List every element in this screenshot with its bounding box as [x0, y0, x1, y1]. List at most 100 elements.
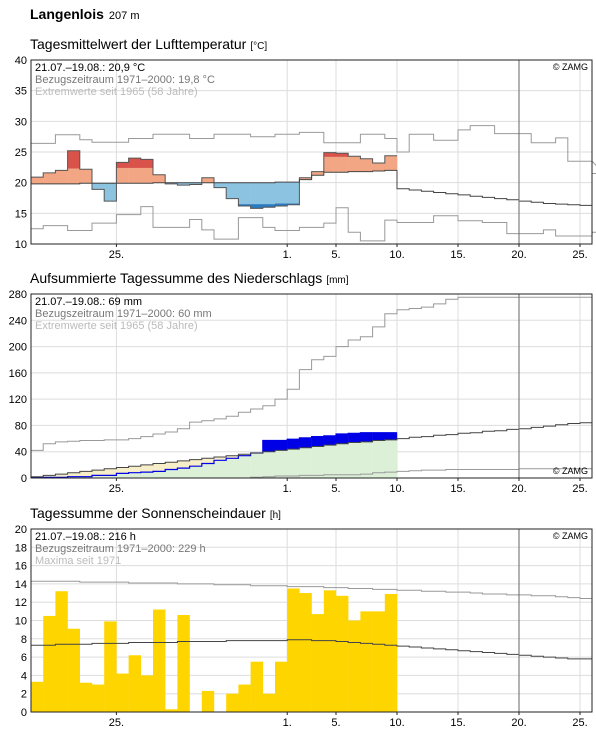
temp-anomaly-cool-bar	[287, 182, 300, 204]
x-tick-label: 25.	[572, 249, 587, 261]
precip-deficit-bar	[177, 460, 190, 469]
precip-fill-bar	[238, 455, 251, 478]
precip-fill-bar	[214, 460, 227, 478]
precip-deficit-bar	[116, 467, 129, 474]
temp-anomaly-hot-bar	[323, 152, 337, 157]
y-tick-label: 8	[21, 634, 27, 646]
precip-surplus-bar	[262, 440, 276, 452]
sunshine-bar	[43, 615, 56, 712]
precip-deficit-bar	[201, 458, 215, 464]
sunshine-bar	[299, 593, 312, 712]
y-tick-label: 10	[15, 616, 27, 628]
temp-anomaly-cool-bar	[275, 182, 288, 204]
sunshine-bar	[55, 591, 68, 712]
plot-frame	[30, 59, 593, 245]
x-tick-label: 20.	[511, 249, 526, 261]
precip-fill-bar	[79, 476, 93, 478]
y-tick-label: 280	[9, 289, 27, 301]
x-tick-label: 25.	[109, 483, 124, 495]
precip-surplus-bar	[287, 439, 300, 450]
temp-anomaly-warm-bar	[336, 156, 349, 173]
y-tick-label: 14	[15, 579, 27, 591]
info-line-1: 21.07.–19.08.: 216 h	[35, 531, 136, 543]
temp-anomaly-cold-bar	[238, 204, 251, 206]
precip-fill-bar	[153, 471, 166, 478]
sunshine-bar	[250, 661, 263, 712]
x-tick-label: 1.	[283, 483, 292, 495]
chart-unit: [°C]	[250, 41, 267, 52]
y-tick-label: 200	[9, 342, 27, 354]
precip-surplus-bar	[348, 433, 361, 443]
x-tick-label: 25.	[109, 249, 124, 261]
y-tick-label: 20	[15, 524, 27, 536]
precip-fill-bar	[348, 442, 361, 478]
y-tick-label: 4	[21, 670, 27, 682]
y-tick-label: 30	[15, 116, 27, 128]
precip-fill-bar	[287, 449, 300, 478]
temp-anomaly-cool-bar	[189, 182, 202, 185]
temp-anomaly-hot-bar	[140, 159, 154, 168]
precip-fill-bar	[372, 440, 385, 478]
precip-surplus-bar	[336, 433, 349, 444]
temp-anomaly-warm-bar	[43, 172, 56, 184]
precip-deficit-bar	[128, 466, 141, 473]
info-line-2: Bezugszeitraum 1971–2000: 229 h	[35, 543, 206, 555]
chart-title-text: Tagessumme der Sonnenscheindauer	[30, 505, 266, 521]
temp-anomaly-cool-bar	[262, 182, 276, 205]
y-tick-label: 35	[15, 86, 27, 98]
x-tick-label: 5.	[331, 249, 340, 261]
precip-deficit-bar	[226, 455, 239, 459]
temp-anomaly-warm-bar	[360, 158, 373, 172]
precip-fill-bar	[104, 475, 117, 478]
x-tick-label: 10.	[389, 249, 404, 261]
temp-anomaly-warm-bar	[201, 177, 215, 183]
precip-surplus-bar	[275, 440, 288, 451]
sunshine-bar	[262, 693, 276, 712]
sunshine-bar	[177, 615, 190, 712]
x-tick-label: 15.	[450, 717, 465, 729]
sunshine-bar	[238, 684, 251, 712]
precip-deficit-bar	[165, 462, 178, 470]
x-tick-label: 1.	[283, 249, 292, 261]
max-extreme-line	[31, 296, 592, 451]
y-tick-label: 25	[15, 147, 27, 159]
station-header: Langenlois 207 m	[30, 6, 139, 22]
temp-anomaly-hot-bar	[67, 150, 80, 169]
precip-deficit-bar	[214, 456, 227, 461]
min-extreme-line	[31, 206, 596, 242]
temp-anomaly-cold-bar	[250, 204, 263, 209]
info-line-2: Bezugszeitraum 1971–2000: 60 mm	[35, 308, 212, 320]
x-tick-label: 25.	[572, 483, 587, 495]
chart-marks	[31, 296, 592, 479]
precip-fill-bar	[140, 472, 154, 478]
sunshine-bar	[311, 614, 324, 712]
temp-anomaly-hot-bar	[116, 162, 129, 168]
precip-fill-bar	[201, 463, 215, 478]
precip-deficit-bar	[79, 471, 93, 477]
temp-anomaly-hot-bar	[336, 153, 349, 157]
sunshine-bar	[201, 690, 215, 712]
info-line-3: Extremwerte seit 1965 (58 Jahre)	[35, 86, 198, 98]
sunshine-bar	[384, 593, 398, 712]
precip-deficit-bar	[104, 468, 117, 476]
precip-fill-bar	[250, 453, 263, 478]
station-elevation: 207 m	[109, 10, 140, 22]
y-tick-label: 0	[21, 707, 27, 719]
y-tick-label: 10	[15, 239, 27, 251]
precip-fill-bar	[384, 439, 398, 478]
chart-unit: [h]	[270, 510, 281, 521]
precip-deficit-bar	[55, 474, 68, 478]
plot-frame	[30, 528, 593, 713]
temp-anomaly-cool-bar	[177, 182, 190, 186]
x-tick-label: 20.	[511, 717, 526, 729]
sunshine-bar	[336, 595, 349, 712]
temp-anomaly-cold-bar	[287, 203, 300, 205]
temp-anomaly-warm-bar	[372, 163, 385, 172]
y-tick-label: 20	[15, 178, 27, 190]
sunshine-bar	[226, 693, 239, 712]
y-tick-label: 0	[21, 473, 27, 485]
sunshine-bar	[323, 590, 337, 712]
precip-deficit-bar	[92, 470, 105, 476]
sunshine-bar	[140, 675, 154, 712]
precip-surplus-bar	[360, 432, 373, 442]
